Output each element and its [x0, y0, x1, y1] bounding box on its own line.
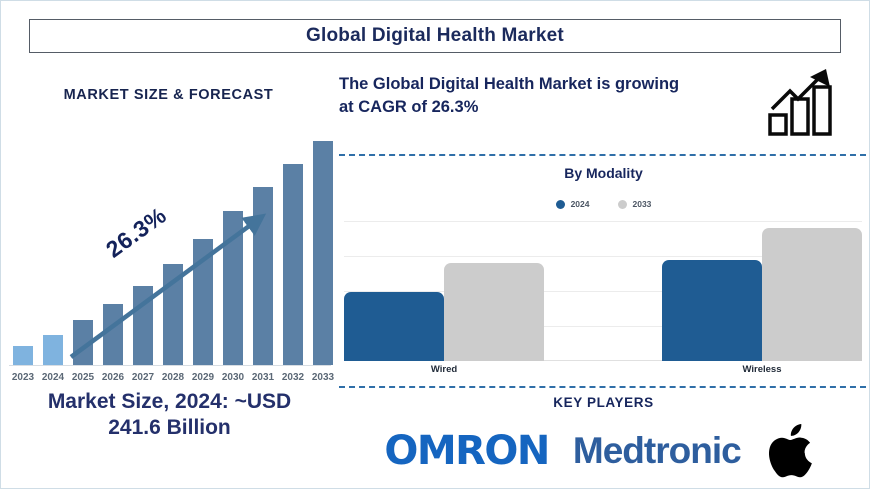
forecast-bar	[43, 334, 63, 365]
modality-category-label: Wired	[430, 364, 458, 375]
market-size-line-1: Market Size, 2024: ~USD	[47, 390, 292, 413]
forecast-bar	[193, 238, 213, 365]
bar-chart-growth-icon	[768, 69, 832, 136]
forecast-bar	[73, 320, 93, 365]
legend-color-dot	[555, 199, 565, 209]
legend-color-dot	[617, 199, 627, 209]
forecast-bar	[223, 211, 243, 365]
logo-medtronic: Medtronic	[572, 430, 742, 471]
modality-chart-title: By Modality	[564, 165, 643, 181]
legend-label: 2024	[570, 199, 590, 209]
forecast-bar	[163, 264, 183, 365]
forecast-year-label: 2029	[191, 372, 215, 383]
legend-label: 2033	[632, 199, 652, 209]
forecast-bar	[133, 285, 153, 365]
forecast-bars	[1, 125, 336, 365]
forecast-year-labels: 2023 2024 2025 2026 2027 2028 2029 2030 2031 2032…	[1, 367, 336, 383]
modality-bar	[444, 263, 544, 361]
page-title-box: Global Digital Health Market	[29, 19, 841, 53]
market-size-forecast-heading: MARKET SIZE & FORECAST	[63, 87, 274, 103]
page-title: Global Digital Health Market	[306, 25, 564, 46]
modality-bar	[662, 260, 762, 361]
forecast-bar	[103, 304, 123, 365]
modality-bar	[762, 228, 862, 361]
forecast-year-label: 2027	[131, 372, 155, 383]
logo-omron: OMRON	[384, 428, 550, 474]
forecast-bar-chart: 2023 2024 2025 2026 2027 2028 2029 2030 2031 2032…	[1, 121, 336, 383]
key-players-logos: OMRON Medtronic	[336, 417, 869, 485]
cagr-headline: The Global Digital Health Market is grow…	[339, 73, 769, 119]
cagr-headline-line-2: at CAGR of 26.3%	[339, 97, 479, 116]
forecast-year-label: 2033	[311, 372, 335, 383]
forecast-bar	[253, 187, 273, 365]
modality-bar-chart	[344, 221, 862, 361]
divider-top	[339, 154, 866, 156]
forecast-year-label: 2032	[281, 372, 305, 383]
forecast-bar	[13, 345, 33, 365]
legend-item[interactable]: 2024	[555, 199, 590, 209]
right-panel: The Global Digital Health Market is grow…	[336, 59, 869, 488]
modality-bar	[344, 292, 444, 361]
modality-category-label: Wireless	[742, 364, 782, 375]
modality-legend: 2024 2033	[336, 199, 869, 209]
modality-baseline	[344, 360, 862, 361]
cagr-headline-line-1: The Global Digital Health Market is grow…	[339, 75, 680, 93]
forecast-year-label: 2028	[161, 372, 185, 383]
forecast-bar	[313, 141, 333, 365]
forecast-year-label: 2023	[11, 372, 35, 383]
divider-bottom	[339, 386, 866, 388]
forecast-axis-line	[9, 365, 331, 366]
forecast-bar	[283, 164, 303, 365]
forecast-year-label: 2026	[101, 372, 125, 383]
key-players-title: KEY PLAYERS	[553, 395, 654, 410]
market-size-forecast-panel: MARKET SIZE & FORECAST 2023 2024 2025 2026 2…	[1, 59, 336, 488]
forecast-year-label: 2025	[71, 372, 95, 383]
market-size-line-2: 241.6 Billion	[108, 415, 231, 439]
market-size-callout: Market Size, 2024: ~USD 241.6 Billion	[7, 389, 332, 440]
legend-item[interactable]: 2033	[617, 199, 652, 209]
forecast-year-label: 2030	[221, 372, 245, 383]
forecast-year-label: 2024	[41, 372, 65, 383]
forecast-year-label: 2031	[251, 372, 275, 383]
modality-plot-area	[344, 221, 862, 361]
modality-category-labels: Wired Wireless	[344, 364, 862, 380]
logo-apple	[768, 424, 812, 478]
